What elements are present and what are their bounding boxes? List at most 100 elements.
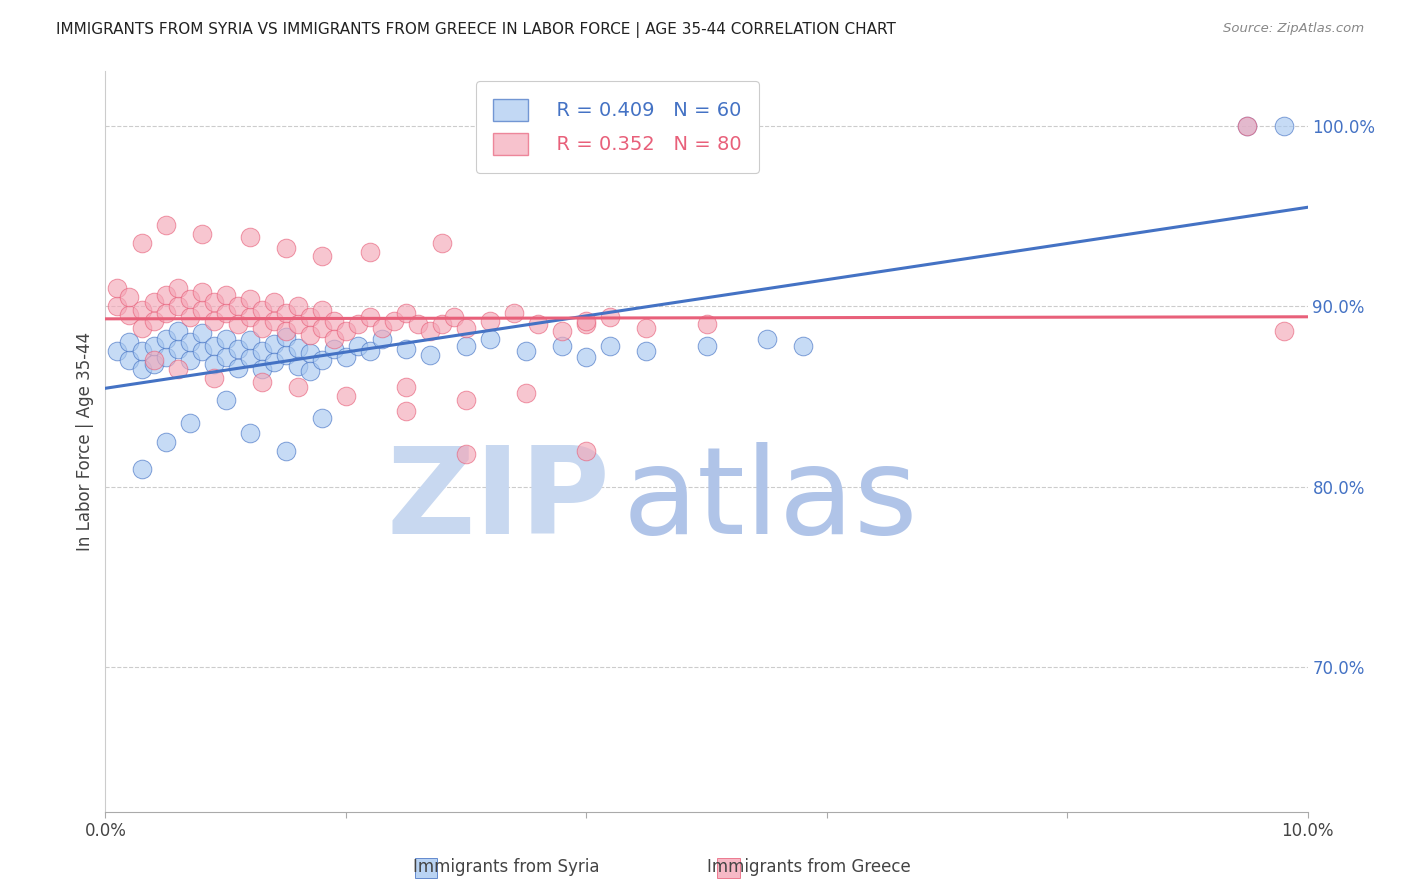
Point — [202, 357, 225, 371]
Point — [298, 364, 321, 378]
Point — [287, 341, 309, 355]
Text: Immigrants from Greece: Immigrants from Greece — [707, 858, 910, 876]
Point — [107, 299, 129, 313]
Point — [636, 320, 658, 334]
Point — [166, 343, 188, 357]
Point — [575, 317, 598, 331]
Point — [419, 325, 441, 339]
Text: atlas: atlas — [623, 442, 918, 559]
Point — [527, 317, 550, 331]
Point — [395, 306, 418, 320]
Point — [575, 350, 598, 364]
Point — [696, 339, 718, 353]
Point — [515, 344, 537, 359]
Text: Source: ZipAtlas.com: Source: ZipAtlas.com — [1223, 22, 1364, 36]
Point — [322, 343, 344, 357]
Point — [239, 310, 262, 324]
Point — [263, 313, 285, 327]
Point — [166, 299, 188, 313]
Point — [131, 302, 153, 317]
Point — [118, 335, 141, 350]
Bar — [415, 858, 437, 878]
Point — [395, 380, 418, 394]
Point — [118, 353, 141, 368]
Point — [430, 317, 453, 331]
Point — [311, 248, 333, 262]
Point — [792, 339, 814, 353]
Point — [263, 337, 285, 351]
Point — [1272, 119, 1295, 133]
Point — [274, 330, 297, 344]
Point — [226, 343, 249, 357]
Point — [179, 310, 201, 324]
Point — [179, 417, 201, 431]
Point — [274, 443, 297, 458]
Point — [287, 317, 309, 331]
Point — [107, 344, 129, 359]
Point — [1236, 119, 1258, 133]
Point — [239, 230, 262, 244]
Point — [274, 325, 297, 339]
Point — [131, 461, 153, 475]
Point — [190, 344, 212, 359]
Point — [298, 346, 321, 360]
Point — [406, 317, 429, 331]
Point — [335, 325, 357, 339]
Text: IMMIGRANTS FROM SYRIA VS IMMIGRANTS FROM GREECE IN LABOR FORCE | AGE 35-44 CORRE: IMMIGRANTS FROM SYRIA VS IMMIGRANTS FROM… — [56, 22, 896, 38]
Point — [142, 357, 165, 371]
Point — [322, 332, 344, 346]
Point — [551, 339, 574, 353]
Point — [142, 353, 165, 368]
Point — [359, 244, 381, 259]
Point — [696, 317, 718, 331]
Point — [190, 302, 212, 317]
Point — [166, 362, 188, 376]
Point — [311, 320, 333, 334]
Point — [395, 343, 418, 357]
Point — [250, 302, 273, 317]
Point — [226, 317, 249, 331]
Point — [142, 295, 165, 310]
Point — [239, 292, 262, 306]
Point — [202, 313, 225, 327]
Point — [118, 290, 141, 304]
Point — [202, 295, 225, 310]
Point — [263, 295, 285, 310]
Point — [118, 308, 141, 322]
Point — [298, 328, 321, 343]
Point — [359, 310, 381, 324]
Point — [131, 362, 153, 376]
Point — [311, 353, 333, 368]
Point — [179, 292, 201, 306]
Point — [214, 332, 236, 346]
Point — [503, 306, 526, 320]
Point — [179, 353, 201, 368]
Point — [599, 310, 621, 324]
Point — [226, 360, 249, 375]
Point — [636, 344, 658, 359]
Point — [322, 313, 344, 327]
Point — [599, 339, 621, 353]
Point — [287, 299, 309, 313]
Point — [551, 325, 574, 339]
Point — [166, 281, 188, 295]
Point — [107, 281, 129, 295]
Point — [263, 355, 285, 369]
Point — [239, 425, 262, 440]
Point — [250, 375, 273, 389]
Point — [311, 302, 333, 317]
Point — [155, 306, 177, 320]
Point — [335, 350, 357, 364]
Point — [430, 235, 453, 250]
Point — [371, 332, 394, 346]
Point — [250, 344, 273, 359]
Point — [250, 320, 273, 334]
Point — [454, 339, 477, 353]
Point — [190, 326, 212, 341]
Point — [155, 350, 177, 364]
Point — [755, 332, 778, 346]
Point — [179, 335, 201, 350]
Point — [239, 334, 262, 348]
Point — [274, 348, 297, 362]
Point — [202, 371, 225, 385]
